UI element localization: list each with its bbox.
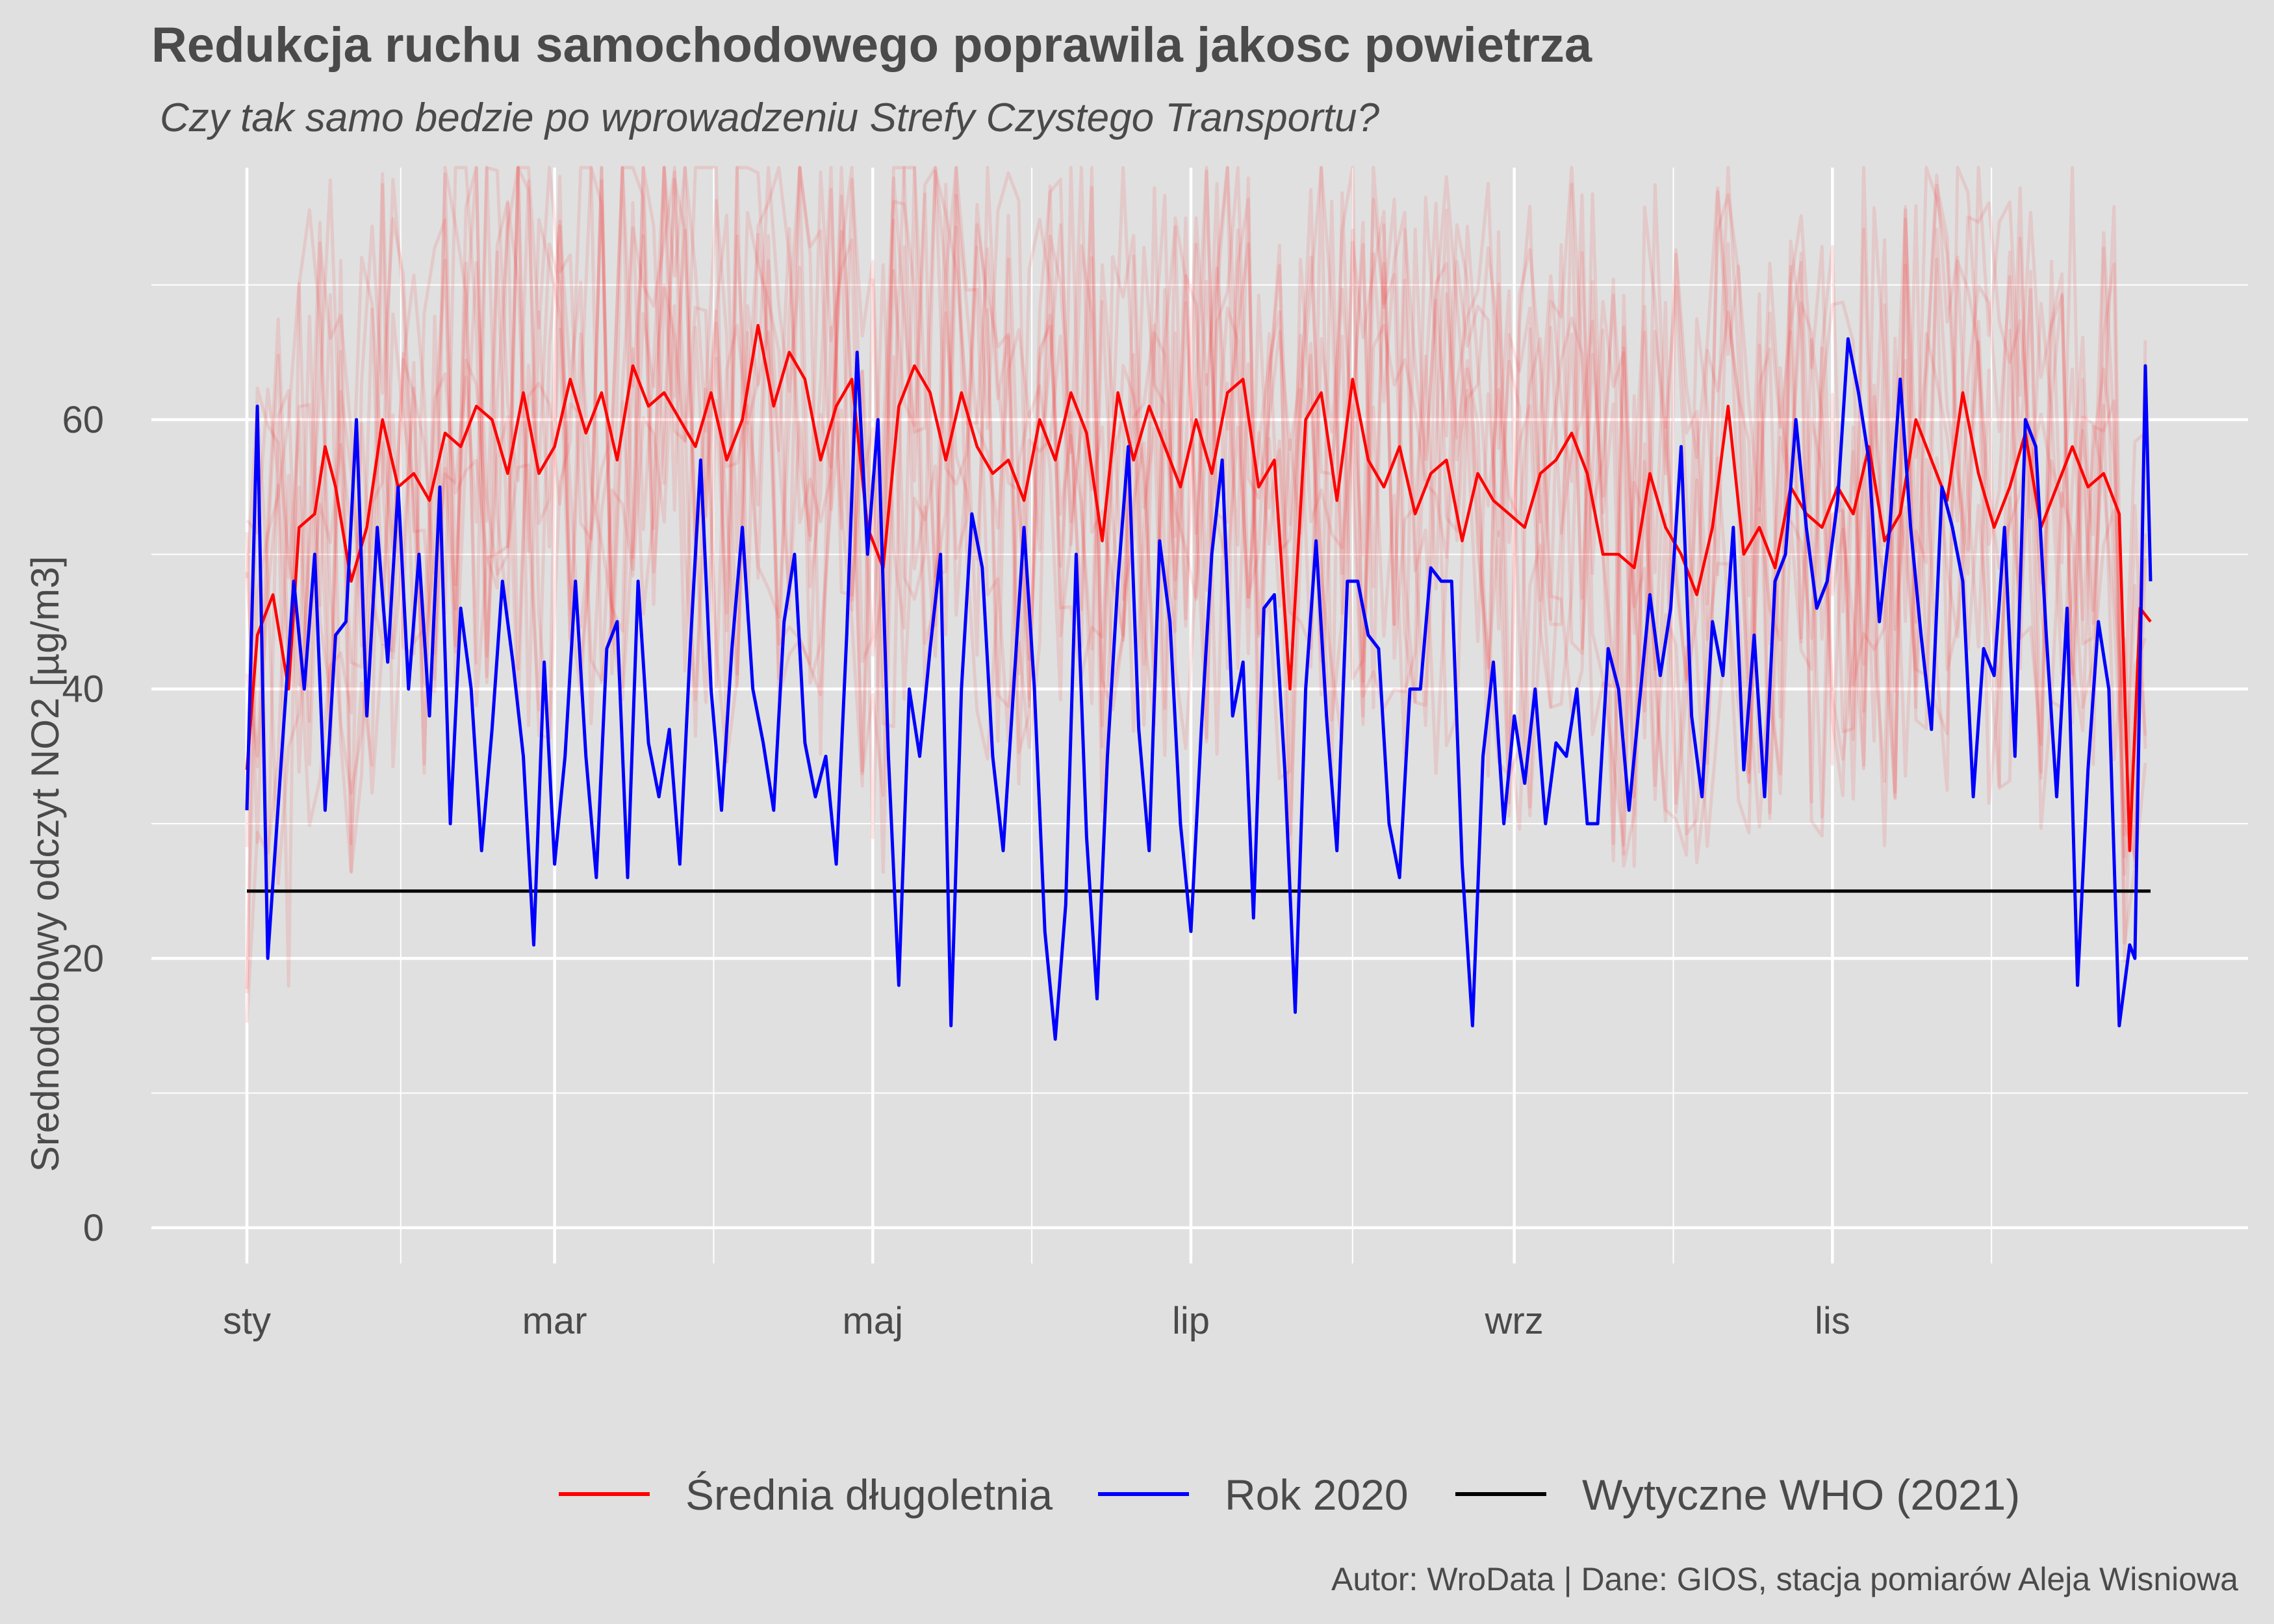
y-tick-label: 60 xyxy=(62,399,104,441)
background-year-line xyxy=(245,166,2147,989)
legend-label-2: Wytyczne WHO (2021) xyxy=(1582,1471,2020,1519)
chart-subtitle: Czy tak samo bedzie po wprowadzeniu Stre… xyxy=(160,95,1379,140)
chart-title: Redukcja ruchu samochodowego poprawila j… xyxy=(151,18,1592,73)
x-tick-label: lis xyxy=(1815,1300,1850,1342)
y-tick-label: 40 xyxy=(62,668,104,711)
background-year-lines xyxy=(245,166,2147,1023)
y-tick-label: 20 xyxy=(62,937,104,980)
background-year-line xyxy=(245,166,2147,885)
background-year-line xyxy=(245,166,2147,993)
x-axis-ticks: sty mar maj lip wrz lis xyxy=(223,1300,1850,1342)
legend-label-1: Rok 2020 xyxy=(1225,1471,1409,1519)
y-axis-title: Srednodobowy odczyt NO2 [µg/m3] xyxy=(23,556,67,1172)
series-line-0 xyxy=(245,324,2152,852)
background-year-line xyxy=(245,166,2147,1023)
series-line-1 xyxy=(245,337,2153,1041)
legend: Średnia długoletnia Rok 2020 Wytyczne WHO … xyxy=(559,1471,2020,1519)
background-year-line xyxy=(245,166,2147,880)
y-axis-ticks: 0 20 40 60 xyxy=(62,399,104,1249)
y-tick-label: 0 xyxy=(83,1207,104,1249)
chart-caption: Autor: WroData | Dane: GIOS, stacja pomi… xyxy=(1331,1561,2238,1597)
background-year-line xyxy=(246,166,2147,988)
x-tick-label: mar xyxy=(522,1300,587,1342)
background-year-line xyxy=(245,166,2147,945)
background-year-line xyxy=(245,166,2147,847)
x-tick-label: lip xyxy=(1172,1300,1210,1342)
series-lines xyxy=(245,324,2153,1041)
x-tick-label: maj xyxy=(843,1300,903,1342)
legend-label-0: Średnia długoletnia xyxy=(685,1471,1053,1519)
x-tick-label: sty xyxy=(223,1300,271,1342)
x-tick-label: wrz xyxy=(1485,1300,1544,1342)
